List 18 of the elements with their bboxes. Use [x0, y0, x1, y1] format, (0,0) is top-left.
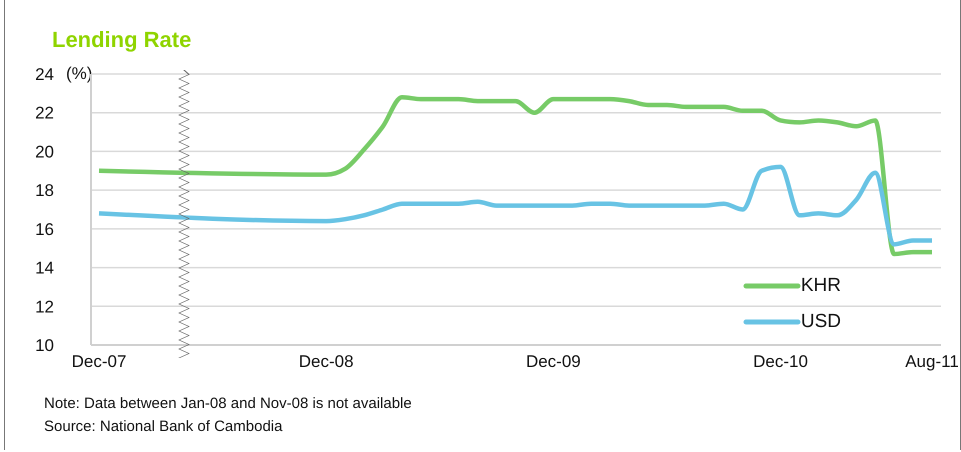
y-tick-label: 22: [35, 104, 54, 123]
legend-label: KHR: [800, 275, 841, 297]
x-tick-label: Dec-08: [298, 352, 354, 371]
x-tick-label: Dec-09: [526, 352, 581, 371]
x-tick-label: Aug-11: [905, 352, 959, 371]
legend-label: USD: [800, 311, 841, 333]
source-note: Source: National Bank of Cambodia: [44, 418, 282, 435]
y-tick-label: 14: [35, 258, 54, 278]
y-tick-label: 20: [35, 142, 54, 162]
y-tick-label: 24: [35, 65, 54, 84]
y-tick-label: 16: [35, 220, 54, 239]
y-tick-label: 18: [35, 181, 54, 200]
y-tick-label: 10: [35, 336, 54, 356]
y-tick-label: 12: [35, 297, 54, 316]
text: Note: Data between Jan-08 and Nov-08 is not available: [44, 395, 412, 412]
x-tick-label: Dec-07: [72, 352, 126, 371]
chart-title: Lending Rate: [52, 27, 192, 53]
x-tick-label: Dec-10: [753, 352, 808, 371]
